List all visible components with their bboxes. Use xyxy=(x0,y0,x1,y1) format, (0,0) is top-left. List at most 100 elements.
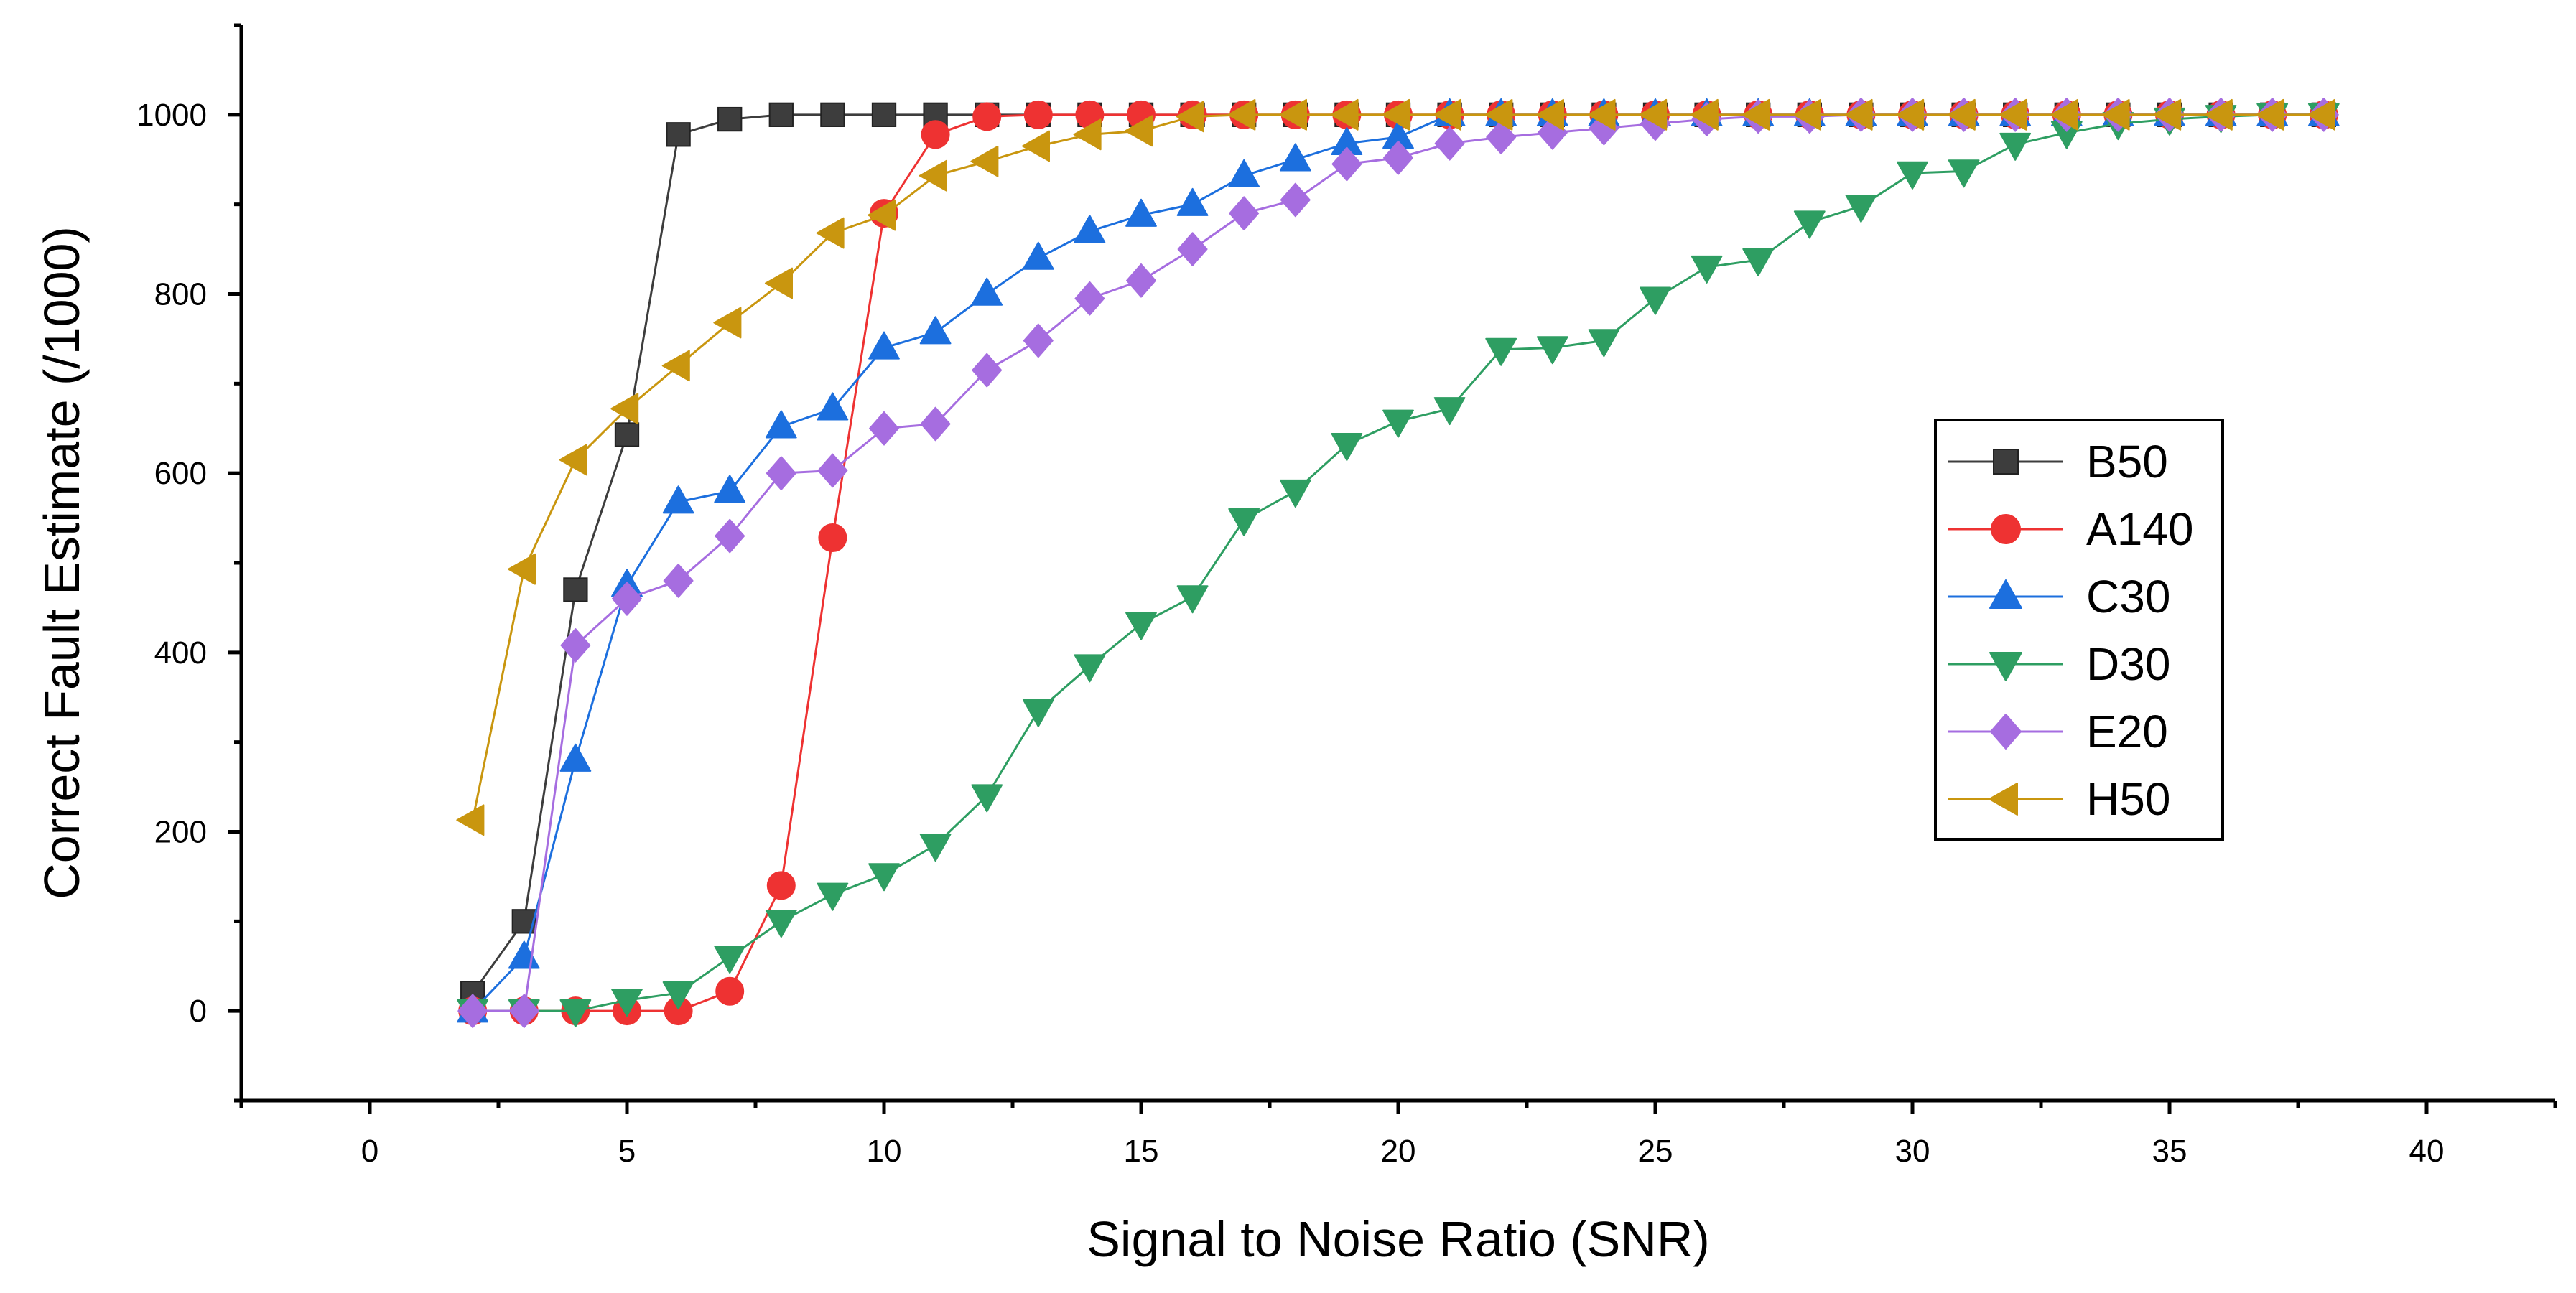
data-point-d30 xyxy=(1279,479,1311,508)
data-point-h50 xyxy=(764,267,793,299)
data-point-c30 xyxy=(559,743,592,772)
x-tick-label: 0 xyxy=(361,1134,378,1169)
data-point-c30 xyxy=(1074,215,1106,243)
data-point-c30 xyxy=(508,940,540,969)
data-point-h50 xyxy=(816,217,845,249)
x-tick-label: 5 xyxy=(618,1134,636,1169)
data-point-d30 xyxy=(1640,286,1671,315)
x-tick-label: 35 xyxy=(2152,1134,2187,1169)
data-point-d30 xyxy=(662,981,694,1010)
data-point-e20 xyxy=(612,582,642,616)
data-point-h50 xyxy=(868,199,896,231)
data-point-c30 xyxy=(1176,187,1209,216)
data-point-h50 xyxy=(1227,98,1256,131)
data-point-d30 xyxy=(1485,337,1517,366)
data-point-h50 xyxy=(1792,98,1821,131)
data-point-e20 xyxy=(1229,196,1260,230)
data-point-d30 xyxy=(1948,159,1980,188)
data-point-h50 xyxy=(1125,115,1153,147)
data-point-d30 xyxy=(1845,194,1877,223)
data-point-h50 xyxy=(2204,98,2233,131)
data-point-e20 xyxy=(1331,146,1362,182)
y-tick-label: 200 xyxy=(154,815,207,850)
legend-marker-d30 xyxy=(1989,652,2022,681)
data-point-e20 xyxy=(663,564,694,598)
data-point-b50 xyxy=(563,577,588,602)
data-point-d30 xyxy=(1382,409,1414,438)
data-point-e20 xyxy=(1126,263,1156,298)
data-point-h50 xyxy=(1947,98,1976,131)
data-point-d30 xyxy=(1588,329,1620,358)
data-point-h50 xyxy=(1433,98,1461,131)
data-point-b50 xyxy=(614,422,640,447)
data-point-c30 xyxy=(765,410,797,439)
data-point-h50 xyxy=(970,145,999,177)
data-point-a140 xyxy=(972,102,1002,131)
data-point-d30 xyxy=(971,784,1003,813)
data-point-e20 xyxy=(1023,323,1054,358)
x-tick-label: 20 xyxy=(1381,1134,1416,1169)
data-point-d30 xyxy=(714,946,746,974)
legend-marker-c30 xyxy=(1989,579,2022,609)
legend-marker-e20 xyxy=(1990,714,2022,750)
data-point-h50 xyxy=(713,307,742,339)
data-point-h50 xyxy=(610,393,639,425)
data-point-h50 xyxy=(919,159,947,192)
data-point-e20 xyxy=(1074,281,1105,316)
data-point-h50 xyxy=(2050,98,2078,131)
data-point-a140 xyxy=(921,120,950,149)
x-tick-label: 40 xyxy=(2409,1134,2445,1169)
data-point-d30 xyxy=(1074,654,1106,683)
data-point-d30 xyxy=(1331,433,1363,462)
y-tick-label: 600 xyxy=(154,456,207,491)
series-layer xyxy=(456,98,2340,1028)
y-tick-label: 0 xyxy=(190,994,207,1029)
data-point-h50 xyxy=(559,444,587,476)
legend-label-h50: H50 xyxy=(2086,773,2170,825)
data-point-e20 xyxy=(560,628,591,663)
y-tick-label: 1000 xyxy=(136,98,207,133)
legend-label-a140: A140 xyxy=(2086,503,2193,555)
data-point-d30 xyxy=(868,863,900,892)
data-point-h50 xyxy=(456,804,485,836)
data-point-h50 xyxy=(2101,98,2130,131)
data-point-d30 xyxy=(1793,210,1826,239)
data-point-b50 xyxy=(871,102,897,127)
data-point-d30 xyxy=(1228,508,1260,536)
data-point-h50 xyxy=(1484,98,1513,131)
data-point-h50 xyxy=(1639,98,1668,131)
data-point-d30 xyxy=(1897,161,1928,190)
data-point-h50 xyxy=(661,350,690,382)
data-point-a140 xyxy=(715,976,745,1006)
data-point-e20 xyxy=(972,353,1003,388)
data-point-e20 xyxy=(1177,232,1208,266)
legend-label-c30: C30 xyxy=(2086,571,2170,622)
data-point-e20 xyxy=(508,994,539,1028)
data-point-b50 xyxy=(666,122,691,147)
data-point-d30 xyxy=(1691,255,1723,284)
legend-marker-b50 xyxy=(1993,449,2019,475)
data-point-d30 xyxy=(1536,336,1568,365)
data-point-e20 xyxy=(1434,126,1465,161)
data-point-h50 xyxy=(1587,98,1616,131)
x-axis-title: Signal to Noise Ratio (SNR) xyxy=(1087,1211,1710,1267)
data-point-h50 xyxy=(1330,98,1359,131)
data-point-c30 xyxy=(1022,241,1054,270)
data-point-b50 xyxy=(820,102,845,127)
y-tick-label: 800 xyxy=(154,277,207,312)
legend-marker-a140 xyxy=(1991,514,2021,544)
data-point-e20 xyxy=(715,518,745,554)
data-point-d30 xyxy=(1742,248,1775,276)
y-axis-title: Correct Fault Estimate (/1000) xyxy=(34,226,90,900)
data-point-d30 xyxy=(817,882,849,911)
data-point-h50 xyxy=(1535,98,1564,131)
data-point-b50 xyxy=(768,102,794,127)
data-point-h50 xyxy=(1176,101,1204,133)
legend-label-e20: E20 xyxy=(2086,706,2168,757)
data-point-d30 xyxy=(919,834,952,862)
data-point-d30 xyxy=(1125,612,1157,640)
data-point-c30 xyxy=(1125,198,1157,227)
x-tick-label: 30 xyxy=(1895,1134,1930,1169)
data-point-d30 xyxy=(765,910,797,938)
